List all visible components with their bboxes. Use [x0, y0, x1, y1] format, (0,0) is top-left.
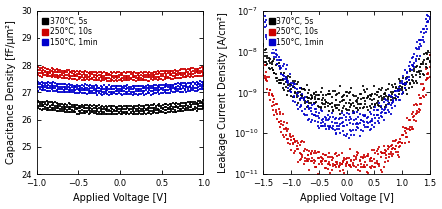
- X-axis label: Applied Voltage [V]: Applied Voltage [V]: [73, 194, 167, 203]
- X-axis label: Applied Voltage [V]: Applied Voltage [V]: [300, 194, 393, 203]
- Legend: 370°C, 5s, 250°C, 10s, 150°C, 1min: 370°C, 5s, 250°C, 10s, 150°C, 1min: [40, 15, 99, 49]
- Y-axis label: Capacitance Density [fF/μm²]: Capacitance Density [fF/μm²]: [6, 20, 15, 164]
- Y-axis label: Leakage Current Density [A/cm²]: Leakage Current Density [A/cm²]: [218, 12, 228, 173]
- Legend: 370°C, 5s, 250°C, 10s, 150°C, 1min: 370°C, 5s, 250°C, 10s, 150°C, 1min: [267, 15, 326, 49]
